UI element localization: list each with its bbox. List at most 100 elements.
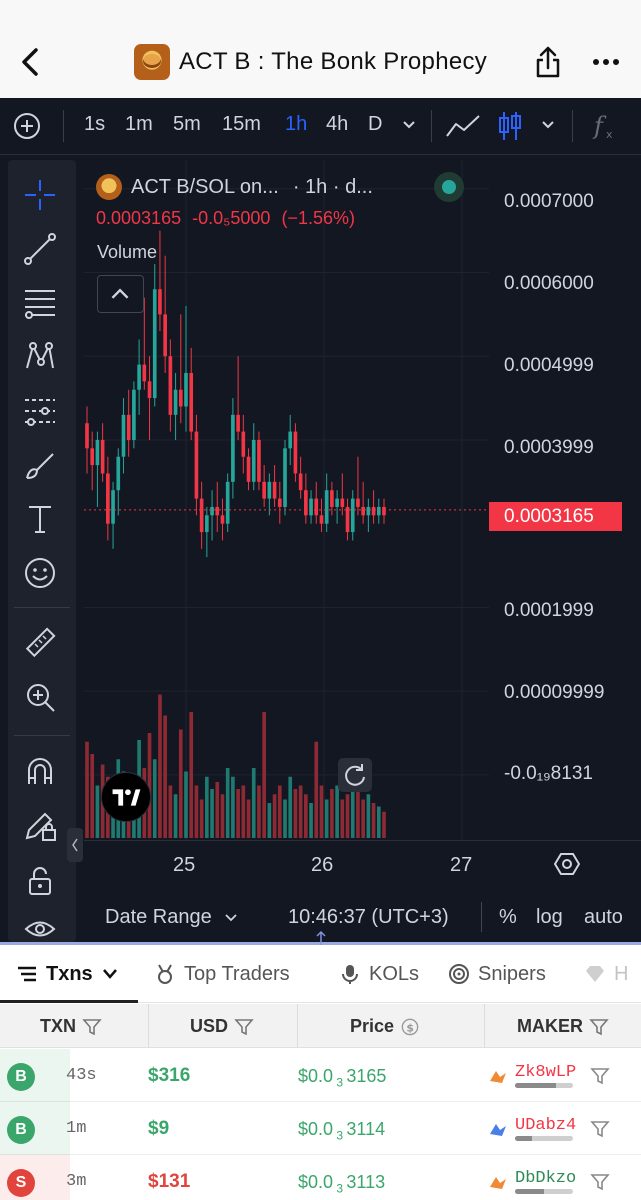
trend-line-icon[interactable] [23, 232, 57, 266]
column-header-price[interactable]: Price $ [350, 1016, 420, 1037]
brush-icon[interactable] [23, 448, 57, 482]
emoji-icon[interactable] [23, 556, 57, 590]
prediction-icon[interactable] [23, 394, 57, 428]
price-level: 0.0007000 [504, 191, 594, 212]
candle-body [106, 473, 110, 524]
clock-display[interactable]: 10:46:37 (UTC+3) [288, 906, 449, 928]
share-icon[interactable] [533, 42, 563, 82]
chart-legend[interactable]: ACT B/SOL on... · 1h · d... [96, 174, 373, 200]
column-header-usd[interactable]: USD [190, 1016, 254, 1037]
filter-icon[interactable] [234, 1018, 254, 1036]
table-row[interactable]: B 43s $316 $0.0 3 3165 Zk8wLP [0, 1049, 641, 1102]
back-arrow-icon[interactable] [14, 42, 48, 82]
candle-body [246, 456, 251, 482]
tab-txns[interactable]: Txns [16, 959, 119, 989]
lock-drawing-icon[interactable] [23, 808, 57, 842]
tab-top-traders[interactable]: Top Traders [154, 959, 290, 989]
magnet-icon[interactable] [23, 754, 57, 788]
tab-kols[interactable]: KOLs [339, 959, 419, 989]
collapse-toolbar-icon[interactable] [67, 828, 83, 862]
timeframe-15m[interactable]: 15m [222, 113, 261, 135]
legend-values: 0.0003165 -0.0₅5000 (−1.56%) [96, 208, 361, 229]
timeframe-1h[interactable]: 1h [285, 113, 308, 135]
table-header: TXN USD Price $ MAKER [0, 1004, 641, 1048]
filter-icon[interactable] [590, 1173, 610, 1191]
column-header-label: MAKER [517, 1016, 583, 1036]
volume-bar [199, 799, 204, 838]
filter-icon[interactable] [82, 1018, 102, 1036]
chevron-up-icon[interactable] [97, 275, 144, 313]
add-symbol-icon[interactable] [12, 111, 42, 141]
wallet-icon [490, 1177, 506, 1189]
volume-bar [335, 785, 339, 838]
column-header-txn[interactable]: TXN [40, 1016, 102, 1037]
candle-body [272, 481, 277, 499]
filter-icon[interactable] [590, 1120, 610, 1138]
candle-body [210, 506, 214, 516]
date-range-selector[interactable]: Date Range [105, 906, 212, 928]
filter-icon[interactable] [590, 1067, 610, 1085]
time-axis[interactable]: 25 26 27 [84, 840, 641, 890]
indicators-icon[interactable]: f x [590, 110, 618, 142]
unlock-icon[interactable] [23, 864, 57, 898]
table-row[interactable]: B 1m $9 $0.0 3 3114 UDabz4 [0, 1102, 641, 1155]
filter-icon[interactable] [589, 1018, 609, 1036]
price-axis[interactable]: 0.0007000 0.0006000 0.0004999 0.0003999 … [489, 160, 641, 840]
pattern-icon[interactable] [23, 340, 57, 374]
eye-icon[interactable] [23, 912, 57, 946]
percent-scale-button[interactable]: % [499, 906, 517, 928]
candlestick-icon[interactable] [497, 110, 523, 142]
auto-scale-button[interactable]: auto [584, 906, 623, 928]
price-level: 0.0004999 [504, 355, 594, 376]
table-row[interactable]: S 3m $131 $0.0 3 3113 DbDkzo [0, 1155, 641, 1200]
volume-bar [231, 776, 235, 838]
timeframe-4h[interactable]: 4h [326, 113, 349, 135]
timeframe-d[interactable]: D [368, 113, 383, 135]
page-title: ACT B : The Bonk Prophecy [179, 48, 488, 75]
txn-price: $0.0 3 3165 [298, 1066, 387, 1090]
volume-bar [371, 803, 376, 838]
fib-retracement-icon[interactable] [23, 286, 57, 320]
column-header-maker[interactable]: MAKER [517, 1016, 609, 1037]
crosshair-icon[interactable] [23, 178, 57, 212]
log-scale-button[interactable]: log [536, 906, 563, 928]
text-tool-icon[interactable] [23, 502, 57, 536]
svg-text:f: f [592, 112, 607, 140]
candle-body [95, 439, 100, 466]
volume-bar [298, 785, 303, 838]
candle-body [152, 289, 157, 399]
maker-balance-bar [515, 1083, 573, 1088]
chevron-down-icon[interactable] [224, 912, 238, 924]
tab-label: KOLs [369, 962, 420, 985]
timeframe-5m[interactable]: 5m [173, 113, 201, 135]
zoom-in-icon[interactable] [23, 680, 57, 714]
reset-chart-icon[interactable] [338, 758, 372, 792]
candle-body [225, 481, 230, 524]
currency-toggle-icon[interactable]: $ [400, 1018, 420, 1036]
tab-holders[interactable]: H [584, 959, 628, 989]
ruler-icon[interactable] [23, 626, 57, 660]
chevron-down-icon[interactable] [401, 118, 417, 132]
more-options-icon[interactable] [592, 50, 620, 74]
column-header-label: Price [350, 1016, 395, 1036]
txn-price: $0.0 3 3113 [298, 1172, 386, 1196]
volume-bar [288, 776, 293, 838]
timeframe-1m[interactable]: 1m [125, 113, 153, 135]
volume-bar [90, 754, 95, 838]
candle-body [220, 515, 225, 524]
candle-body [304, 490, 308, 516]
tradingview-logo-icon[interactable] [101, 772, 151, 822]
candle-body [330, 490, 334, 507]
candle-body [366, 506, 371, 516]
sell-badge: S [7, 1169, 35, 1197]
line-chart-icon[interactable] [445, 112, 481, 140]
maker-address[interactable]: UDabz4 [515, 1116, 577, 1135]
timeframe-1s[interactable]: 1s [84, 113, 106, 135]
candle-body [158, 289, 162, 315]
chevron-down-icon[interactable] [540, 118, 556, 132]
tab-snipers[interactable]: Snipers [448, 959, 546, 989]
maker-address[interactable]: DbDkzo [515, 1169, 577, 1188]
chart-settings-icon[interactable] [554, 851, 580, 877]
maker-address[interactable]: Zk8wLP [515, 1063, 577, 1082]
candle-body [111, 490, 115, 524]
